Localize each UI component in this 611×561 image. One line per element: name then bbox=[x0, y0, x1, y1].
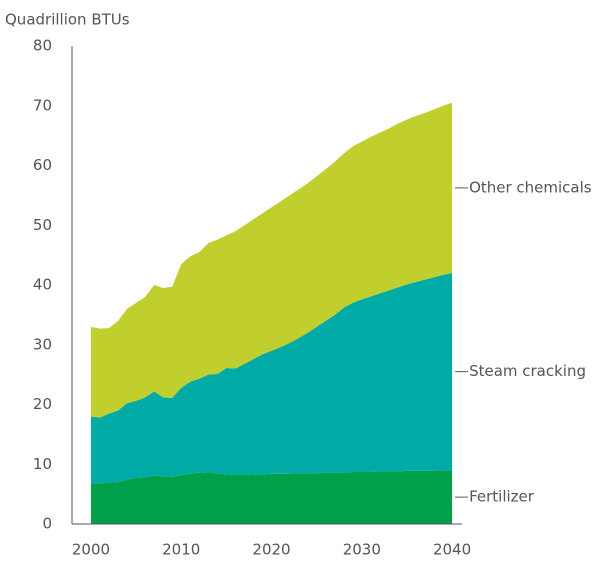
y-tick-label: 50 bbox=[33, 216, 52, 234]
y-tick-label: 80 bbox=[33, 37, 52, 55]
x-tick-label: 2020 bbox=[252, 541, 290, 559]
area bbox=[90, 470, 453, 524]
y-tick-label: 60 bbox=[33, 156, 52, 174]
y-tick-label: 70 bbox=[33, 96, 52, 114]
y-tick-label: 10 bbox=[33, 455, 52, 473]
y-tick-label: 0 bbox=[42, 515, 52, 533]
y-tick-label: 40 bbox=[33, 276, 52, 294]
legend-label: Fertilizer bbox=[469, 488, 535, 506]
y-tick-label: 30 bbox=[33, 335, 52, 353]
x-tick-label: 2030 bbox=[343, 541, 381, 559]
legend-label: Other chemicals bbox=[469, 178, 592, 196]
x-tick-label: 2040 bbox=[433, 541, 471, 559]
y-axis-label: Quadrillion BTUs bbox=[5, 11, 130, 29]
area bbox=[90, 102, 453, 418]
y-tick-label: 20 bbox=[33, 395, 52, 413]
legend-label: Steam cracking bbox=[469, 362, 586, 380]
x-tick-label: 2010 bbox=[162, 541, 200, 559]
x-tick-label: 2000 bbox=[72, 541, 110, 559]
area bbox=[90, 273, 453, 484]
